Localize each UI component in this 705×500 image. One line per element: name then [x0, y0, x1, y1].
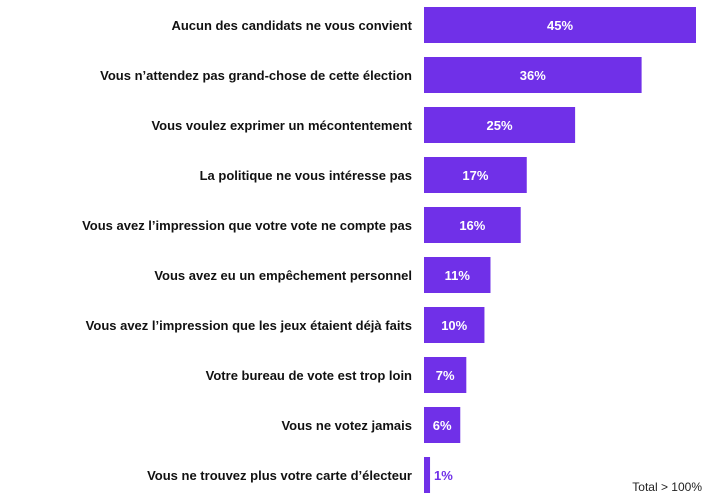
value-label: 11%	[445, 268, 471, 283]
bar	[424, 407, 461, 443]
category-label: Aucun des candidats ne vous convient	[171, 18, 412, 33]
value-label: 25%	[487, 118, 513, 133]
value-label: 6%	[433, 418, 452, 433]
category-label: La politique ne vous intéresse pas	[200, 168, 412, 183]
total-note: Total > 100%	[632, 480, 702, 494]
bar	[424, 357, 467, 393]
value-label: 1%	[434, 468, 453, 483]
value-label: 16%	[459, 218, 485, 233]
value-label: 45%	[547, 18, 573, 33]
value-label: 36%	[520, 68, 546, 83]
value-label: 17%	[462, 168, 488, 183]
category-label: Vous avez l’impression que les jeux étai…	[86, 318, 412, 333]
category-label: Vous ne votez jamais	[281, 418, 412, 433]
value-label: 10%	[441, 318, 467, 333]
value-label: 7%	[436, 368, 455, 383]
category-label: Vous n’attendez pas grand-chose de cette…	[100, 68, 412, 83]
category-label: Vous avez l’impression que votre vote ne…	[82, 218, 412, 233]
bar	[424, 257, 491, 293]
bar	[424, 157, 527, 193]
bar	[424, 207, 521, 243]
category-label: Vous voulez exprimer un mécontentement	[151, 118, 412, 133]
bar	[424, 107, 576, 143]
bar	[424, 307, 485, 343]
category-label: Vous ne trouvez plus votre carte d’élect…	[147, 468, 412, 483]
bar	[424, 57, 642, 93]
category-label: Vous avez eu un empêchement personnel	[154, 268, 412, 283]
bar	[424, 457, 431, 493]
bar	[424, 7, 696, 43]
category-label: Votre bureau de vote est trop loin	[206, 368, 412, 383]
